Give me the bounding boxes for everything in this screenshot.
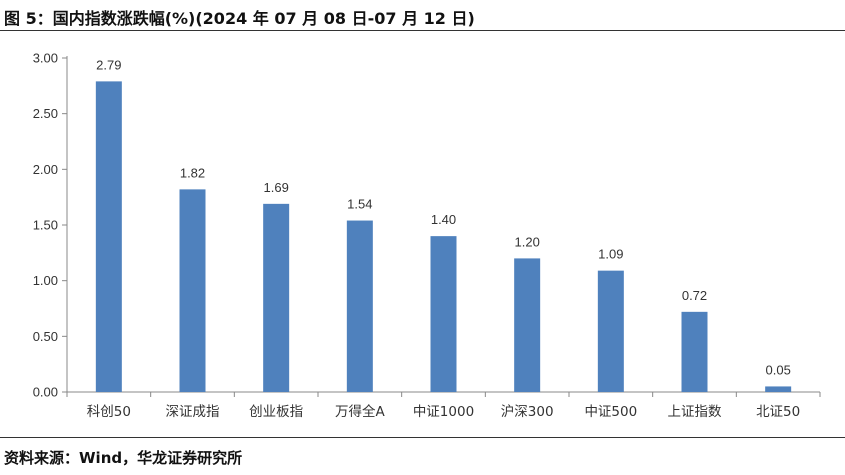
data-labels-group: 2.79 1.82 1.69 1.54 1.40 1.20 1.09 0.72 0.05 (96, 57, 791, 377)
bar (346, 220, 373, 392)
data-label: 2.79 (96, 57, 121, 72)
data-label: 1.82 (180, 165, 205, 180)
y-tick-labels-group: 0.00 0.50 1.00 1.50 2.00 2.50 3.00 (33, 51, 58, 400)
y-tick-label: 0.00 (33, 385, 58, 400)
y-tick-label: 0.50 (33, 329, 58, 344)
data-label: 0.72 (682, 288, 707, 303)
category-label: 沪深300 (501, 404, 554, 420)
y-tick-label: 2.50 (33, 106, 58, 121)
top-rule (0, 30, 845, 31)
category-label: 万得全A (335, 403, 385, 420)
data-label: 1.54 (347, 197, 372, 212)
category-label: 北证50 (756, 404, 800, 420)
category-label: 创业板指 (249, 404, 303, 420)
y-tick-label: 2.00 (33, 162, 58, 177)
data-label: 1.40 (431, 212, 456, 227)
bars-group (95, 81, 792, 392)
data-label: 1.20 (515, 234, 540, 249)
bar (765, 386, 792, 392)
bar (179, 189, 206, 392)
category-label: 科创50 (87, 404, 131, 420)
bar (681, 311, 708, 392)
bottom-rule (0, 437, 845, 438)
category-label: 深证成指 (166, 404, 220, 420)
chart-title: 图 5：国内指数涨跌幅(%)(2024 年 07 月 08 日-07 月 12 … (4, 9, 475, 28)
bar (263, 203, 290, 392)
category-label: 上证指数 (668, 404, 722, 420)
y-tick-label: 1.50 (33, 218, 58, 233)
category-labels-group: 科创50 深证成指 创业板指 万得全A 中证1000 沪深300 中证500 上证指数 北证50 (87, 403, 801, 420)
bar (597, 270, 624, 392)
bar (95, 81, 122, 392)
source-note: 资料来源：Wind，华龙证券研究所 (4, 449, 243, 467)
data-label: 1.09 (598, 247, 623, 262)
bar-chart: 2.79 1.82 1.69 1.54 1.40 1.20 1.09 0.72 0.05 科创5… (33, 51, 821, 420)
data-label: 0.05 (766, 362, 791, 377)
data-label: 1.69 (264, 180, 289, 195)
bar (430, 236, 457, 392)
category-label: 中证500 (584, 404, 637, 420)
bar (514, 258, 541, 392)
y-tick-label: 3.00 (33, 51, 58, 66)
y-tick-label: 1.00 (33, 273, 58, 288)
category-label: 中证1000 (413, 404, 474, 420)
